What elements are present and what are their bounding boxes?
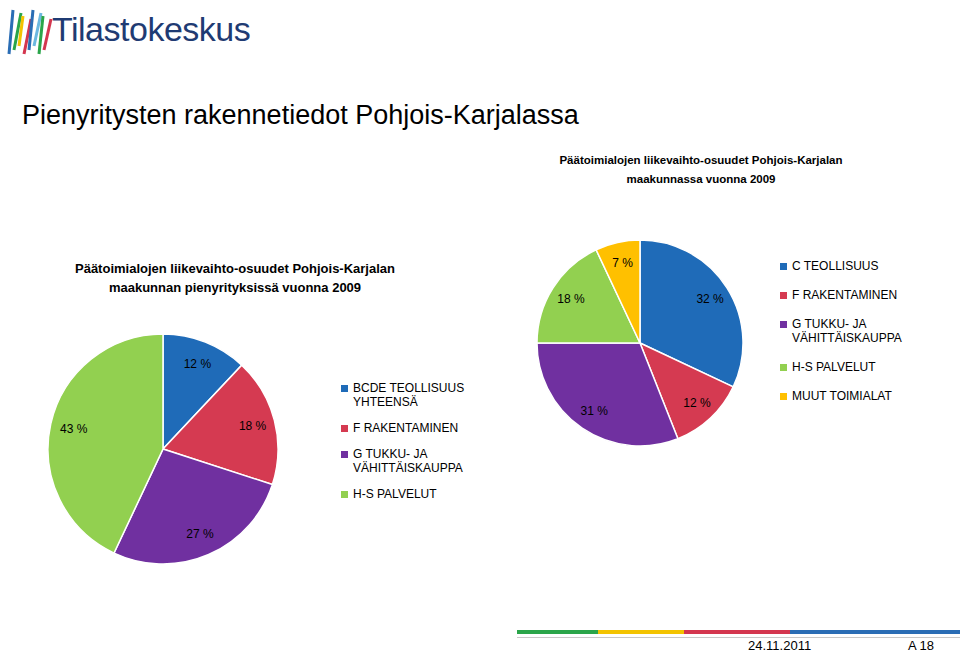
svg-text:18 %: 18 % <box>557 292 585 306</box>
html-text:24.11.2011: 24.11.2011 <box>748 638 812 653</box>
svg-text:43 %: 43 % <box>60 422 88 436</box>
html-text:BCDE TEOLLISUUS YHTEENSÄ: BCDE TEOLLISUUS YHTEENSÄ <box>353 381 465 409</box>
html-text:H-S PALVELUT: H-S PALVELUT <box>792 360 876 374</box>
svg-text:18 %: 18 % <box>239 419 267 433</box>
html-text:Päätoimialojen liikevaihto-osu: Päätoimialojen liikevaihto-osuudet Pohjo… <box>75 261 395 295</box>
html-text:F RAKENTAMINEN: F RAKENTAMINEN <box>353 421 459 435</box>
html-text:A 18: A 18 <box>908 638 934 653</box>
svg-text:31 %: 31 % <box>581 404 609 418</box>
html-text:Päätoimialojen liikevaihto-osu: Päätoimialojen liikevaihto-osuudet Pohjo… <box>559 154 843 185</box>
svg-text:12 %: 12 % <box>683 396 711 410</box>
html-text:G TUKKU- JA VÄHITTÄISKAUPPA: G TUKKU- JA VÄHITTÄISKAUPPA <box>353 447 463 475</box>
html-text:H-S PALVELUT: H-S PALVELUT <box>353 487 437 501</box>
html-text:MUUT TOIMIALAT: MUUT TOIMIALAT <box>792 389 892 403</box>
svg-text:27 %: 27 % <box>186 527 214 541</box>
html-text:Pienyritysten rakennetiedot Po: Pienyritysten rakennetiedot Pohjois-Karj… <box>22 100 579 130</box>
html-text:Tilastokeskus: Tilastokeskus <box>52 10 251 48</box>
svg-text:7 %: 7 % <box>612 256 633 270</box>
html-text:C TEOLLISUUS: C TEOLLISUUS <box>792 259 879 273</box>
svg-text:12 %: 12 % <box>184 357 212 371</box>
html-text:F RAKENTAMINEN: F RAKENTAMINEN <box>792 288 898 302</box>
html-text:G TUKKU- JA VÄHITTÄISKAUPPA: G TUKKU- JA VÄHITTÄISKAUPPA <box>792 317 902 345</box>
svg-text:32 %: 32 % <box>696 292 724 306</box>
